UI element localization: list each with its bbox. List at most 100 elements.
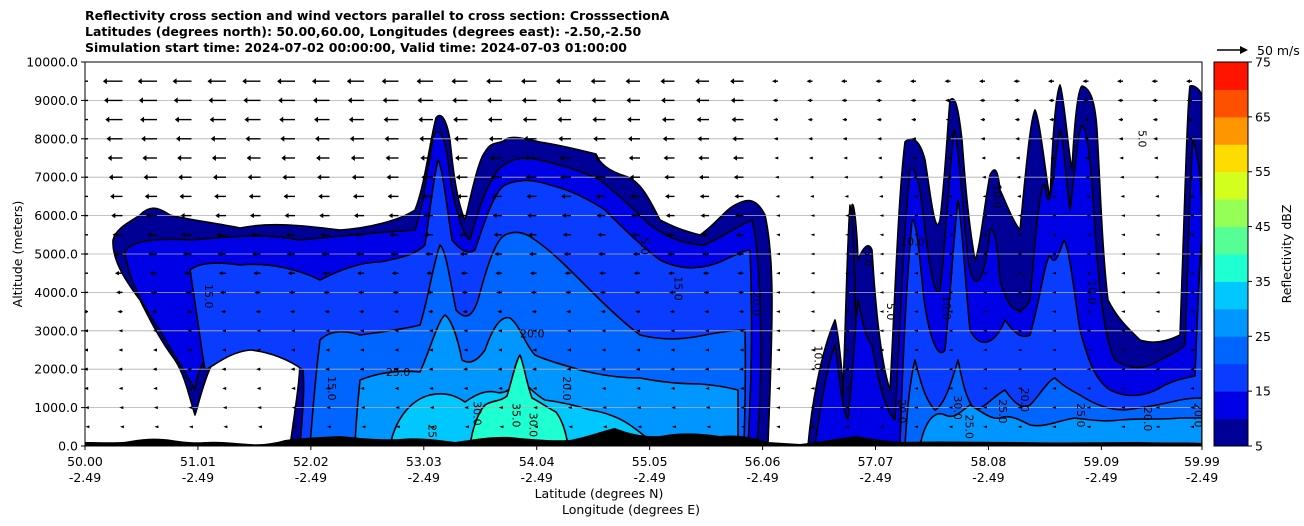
wind-vector-head — [1190, 425, 1194, 429]
wind-vector-head — [1052, 387, 1056, 390]
wind-vector-head — [498, 329, 502, 333]
wind-vector-head — [1086, 310, 1091, 313]
wind-vector-head — [108, 174, 113, 181]
title-line-3: Simulation start time: 2024-07-02 00:00:… — [85, 40, 627, 55]
wind-vector-head — [983, 291, 987, 294]
wind-vector-head — [419, 135, 424, 142]
wind-vector-head — [209, 116, 214, 123]
wind-vector-head — [841, 98, 846, 103]
wind-vector-head — [1190, 348, 1194, 352]
wind-vector-head — [222, 386, 227, 390]
wind-vector-head — [316, 155, 321, 161]
wind-vector-head — [1119, 175, 1124, 179]
wind-vector-head — [145, 212, 150, 219]
wind-vector-head — [314, 116, 319, 123]
wind-vector-head — [351, 174, 356, 181]
wind-vector-head — [326, 406, 331, 410]
colorbar-band — [1214, 363, 1248, 392]
wind-vector-head — [119, 406, 124, 410]
wind-vector-head — [1014, 117, 1019, 122]
wind-vector-head — [668, 290, 673, 295]
wind-vector-head — [354, 232, 359, 238]
wind-vector-head — [428, 367, 433, 371]
wind-vector-head — [629, 174, 634, 180]
wind-vector-head — [948, 425, 953, 429]
contour-label: 5.0 — [1136, 130, 1149, 148]
wind-vector-head — [948, 291, 953, 294]
wind-vector-head — [1050, 156, 1055, 160]
wind-vector-head — [947, 175, 952, 179]
wind-vector-head — [113, 251, 118, 257]
x-tick-label-lat: 59.99 — [1184, 454, 1220, 469]
wind-vector-head — [222, 348, 226, 352]
wind-vectors — [85, 78, 1194, 429]
wind-vector-head — [602, 425, 607, 429]
wind-vector-head — [879, 233, 884, 237]
wind-vector-head — [1015, 137, 1020, 141]
wind-vector-head — [1017, 406, 1022, 409]
wind-vector-head — [948, 310, 953, 313]
wind-vector-head — [531, 309, 536, 314]
wind-vector-head — [151, 309, 156, 314]
wind-vector-head — [556, 97, 561, 104]
wind-vector-head — [257, 425, 262, 429]
colorbar-band — [1214, 62, 1248, 90]
wind-vector-head — [1190, 252, 1194, 256]
reflectivity-field — [112, 84, 1202, 446]
contour-label: 20.0 — [750, 292, 763, 317]
wind-vector-head — [1048, 98, 1053, 103]
wind-vector-head — [810, 329, 815, 333]
contour-label: 10.0 — [900, 235, 925, 248]
wind-vector-head — [355, 251, 360, 257]
wind-vector-head — [948, 329, 953, 333]
wind-vector-head — [910, 79, 914, 84]
wind-vector-head — [842, 117, 847, 122]
wind-vector-head — [182, 251, 187, 257]
wind-vector-head — [1186, 79, 1190, 84]
wind-vector-head — [325, 329, 330, 333]
wind-vector-head — [914, 329, 918, 333]
wind-vector-head — [395, 406, 400, 410]
wind-vector-head — [427, 290, 432, 295]
wind-vector-head — [1086, 367, 1091, 371]
wind-vector-head — [702, 251, 707, 257]
wind-vector-head — [559, 155, 564, 161]
wind-vector-head — [739, 329, 744, 333]
colorbar-band — [1214, 336, 1248, 365]
wind-vector-head — [1154, 175, 1159, 179]
wind-vector-head — [1052, 252, 1056, 256]
wind-vector-head — [256, 348, 261, 352]
wind-vector-head — [1017, 291, 1022, 294]
wind-vector-head — [285, 232, 290, 238]
wind-vector-head — [810, 310, 815, 313]
wind-vector-head — [140, 116, 145, 123]
wind-vector-head — [661, 97, 666, 104]
wind-vector-head — [453, 116, 458, 123]
wind-vector-head — [706, 425, 711, 429]
x-tick-label-lat: 54.04 — [519, 454, 555, 469]
x-axis-label: Latitude (degrees N) — [535, 486, 664, 501]
y-tick-label: 8000.0 — [34, 131, 78, 146]
wind-vector-head — [85, 406, 89, 410]
wind-vector-head — [567, 406, 572, 410]
wind-vector-head — [394, 386, 399, 390]
wind-vector-head — [463, 367, 468, 371]
wind-vector-head — [147, 232, 152, 238]
wind-vector-head — [1120, 195, 1125, 198]
wind-vector-head — [188, 425, 193, 429]
wind-vector-head — [360, 348, 364, 352]
wind-vector-head — [666, 232, 671, 237]
wind-vector-head — [776, 367, 780, 371]
contour-labels: 15.025.015.020.025.030.0 35.0 30.020.05.01… — [202, 130, 1202, 446]
contour-label: 20.0 — [1141, 407, 1154, 432]
x-tick-label-lat: 52.02 — [293, 454, 329, 469]
wind-vector-head — [1155, 271, 1160, 275]
x-tick-label-lon: -2.49 — [408, 470, 440, 485]
wind-vector-head — [360, 386, 365, 390]
wind-vector-head — [245, 135, 250, 142]
wind-vector-head — [670, 348, 675, 352]
wind-vector-head — [532, 348, 537, 352]
wind-vector-head — [430, 425, 435, 429]
wind-vector-head — [843, 175, 848, 179]
